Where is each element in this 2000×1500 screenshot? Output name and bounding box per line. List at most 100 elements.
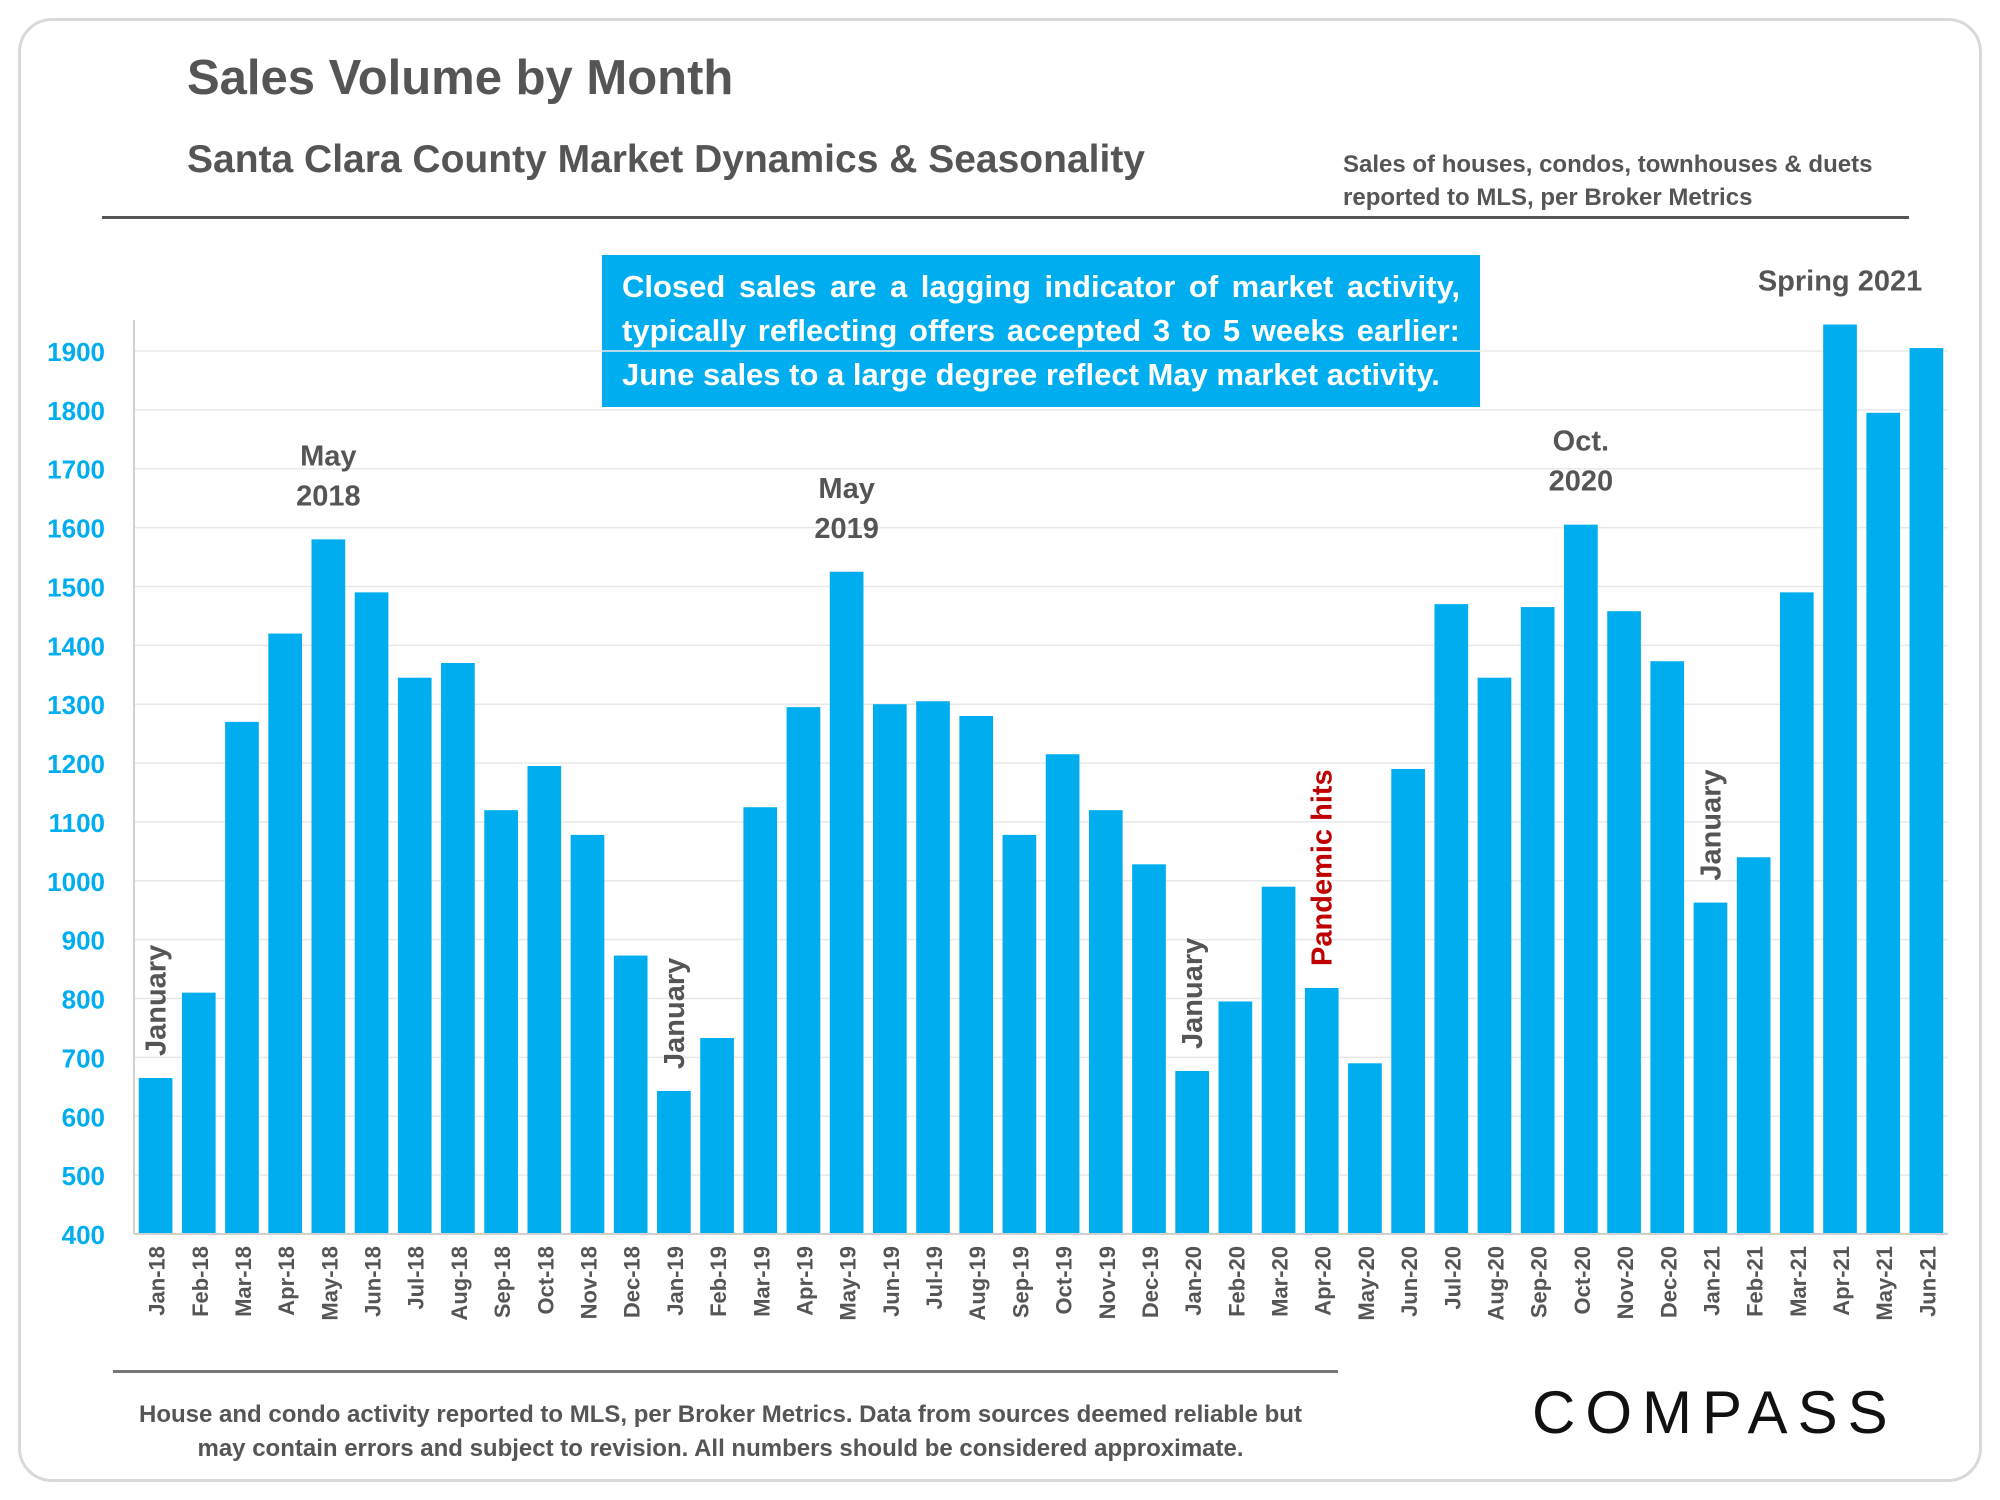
x-tick-label: Sep-20 [1527, 1246, 1552, 1318]
bar [700, 1037, 734, 1234]
bar [743, 807, 778, 1234]
annotation-label: January [141, 945, 173, 1056]
x-tick-label: Nov-20 [1613, 1246, 1638, 1319]
bar [1218, 1001, 1253, 1234]
bar [354, 592, 389, 1234]
y-tick-label: 1100 [49, 808, 105, 838]
y-tick-label: 1400 [47, 631, 105, 661]
bar [1650, 661, 1685, 1234]
x-tick-label: May-18 [317, 1246, 342, 1321]
y-tick-label: 1300 [47, 690, 105, 720]
x-tick-label: Jan-18 [145, 1246, 170, 1316]
bar [1348, 1063, 1382, 1234]
bar [1132, 864, 1166, 1234]
x-tick-label: Feb-21 [1743, 1246, 1768, 1317]
x-tick-label: Aug-20 [1484, 1246, 1509, 1321]
bar [1823, 324, 1857, 1234]
annotation-label: January [1177, 938, 1209, 1049]
x-tick-label: Nov-18 [577, 1246, 602, 1319]
y-tick-label: 800 [62, 985, 105, 1015]
bar [1909, 348, 1944, 1235]
x-tick-label: Apr-19 [792, 1246, 817, 1316]
bar [1736, 857, 1771, 1234]
x-tick-label: Feb-19 [706, 1246, 731, 1317]
bar [138, 1078, 173, 1234]
bar [959, 715, 994, 1234]
chart-title: Sales Volume by Month [187, 51, 734, 105]
bar [1434, 604, 1469, 1234]
x-tick-label: Apr-21 [1829, 1246, 1854, 1316]
x-tick-label: Jan-19 [663, 1246, 688, 1316]
annotation-label: Oct. 2020 [1549, 426, 1614, 498]
y-tick-label: 1200 [47, 749, 105, 779]
annotation-label: Spring 2021 [1758, 266, 1922, 298]
bar [1045, 754, 1080, 1234]
y-tick-label: 400 [62, 1220, 105, 1250]
x-tick-label: Jul-18 [404, 1246, 429, 1310]
x-tick-label: Feb-18 [188, 1246, 213, 1317]
bar [1175, 1070, 1210, 1234]
y-tick-label: 1900 [47, 337, 105, 367]
annotation-label: May 2019 [814, 473, 879, 545]
x-tick-label: Jun-21 [1915, 1246, 1940, 1317]
x-tick-label: Mar-20 [1268, 1246, 1293, 1317]
x-tick-label: Oct-18 [533, 1246, 558, 1314]
bar [1693, 902, 1728, 1234]
x-tick-label: Oct-20 [1570, 1246, 1595, 1314]
bar [1564, 524, 1598, 1234]
x-tick-label: Dec-19 [1138, 1246, 1163, 1318]
bar [527, 766, 562, 1234]
y-tick-label: 1500 [47, 572, 105, 602]
bar [786, 707, 821, 1234]
bar [1002, 834, 1037, 1234]
y-tick-label: 900 [62, 926, 105, 956]
x-tick-label: Nov-19 [1095, 1246, 1120, 1319]
footer-disclaimer: House and condo activity reported to MLS… [139, 1401, 1302, 1462]
bar [1520, 607, 1555, 1234]
x-tick-label: Jan-20 [1181, 1246, 1206, 1316]
x-tick-label: Jul-19 [922, 1246, 947, 1310]
chart-subtitle: Santa Clara County Market Dynamics & Sea… [187, 138, 1145, 181]
bar [829, 571, 864, 1234]
y-tick-label: 1800 [47, 396, 105, 426]
x-tick-label: Jun-20 [1397, 1246, 1422, 1317]
x-tick-label: Mar-21 [1786, 1246, 1811, 1317]
compass-logo: COMPASS [1532, 1379, 1898, 1446]
footer-divider [113, 1370, 1338, 1373]
annotation-label: Pandemic hits [1307, 769, 1339, 966]
x-tick-label: Sep-19 [1008, 1246, 1033, 1318]
bar [1391, 768, 1425, 1234]
callout-box: Closed sales are a lagging indicator of … [602, 255, 1480, 407]
bar [916, 701, 950, 1234]
bar [484, 810, 518, 1234]
x-tick-label: Mar-19 [749, 1246, 774, 1317]
annotation-label: January [1695, 769, 1727, 880]
bar [1477, 677, 1512, 1234]
bar [1088, 810, 1123, 1234]
bar [1304, 987, 1339, 1234]
annotation-label: May 2018 [296, 440, 361, 512]
annotation-label: January [659, 958, 691, 1069]
bar [872, 704, 907, 1234]
x-tick-label: Oct-19 [1052, 1246, 1077, 1314]
bar [570, 834, 605, 1234]
x-tick-label: Feb-20 [1224, 1246, 1249, 1317]
y-tick-label: 1700 [47, 455, 105, 485]
bar [268, 633, 303, 1234]
bar [657, 1090, 691, 1234]
y-tick-label: 500 [62, 1161, 105, 1191]
bar [181, 992, 216, 1234]
x-tick-label: Aug-18 [447, 1246, 472, 1321]
source-note: Sales of houses, condos, townhouses & du… [1343, 151, 1873, 211]
header-divider [102, 216, 1909, 219]
y-tick-label: 600 [62, 1102, 105, 1132]
x-tick-label: Dec-20 [1656, 1246, 1681, 1318]
y-tick-label: 1000 [47, 867, 105, 897]
x-tick-label: Sep-18 [490, 1246, 515, 1318]
x-tick-label: Jan-21 [1699, 1246, 1724, 1316]
bar [1261, 886, 1296, 1234]
x-tick-label: Apr-20 [1311, 1246, 1336, 1316]
x-tick-label: Dec-18 [620, 1246, 645, 1318]
bar [613, 955, 648, 1234]
